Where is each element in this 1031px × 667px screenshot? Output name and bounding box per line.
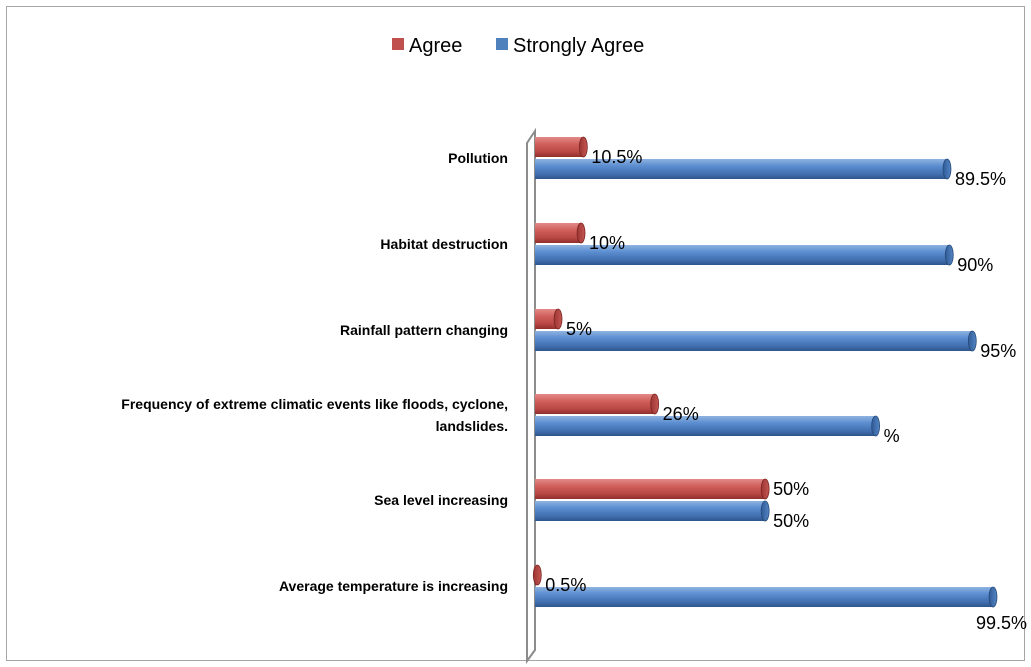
bar-cap-agree [532,564,542,586]
legend-label-agree: Agree [409,35,462,57]
data-label-agree: 5% [566,319,592,339]
bar-cap-agree [650,393,660,415]
data-label-strongly-agree: 89.5% [955,169,1006,189]
bar-strongly-agree [535,245,954,265]
category-labels: Pollution Habitat destruction Rainfall pat… [121,150,508,594]
legend-swatch-strongly-agree [496,38,508,50]
category-label: Rainfall pattern changing [340,322,508,338]
data-label-agree: 50% [773,479,809,499]
bar-strongly-agree [535,587,997,607]
bar-agree [535,394,659,414]
data-label-strongly-agree: 90% [957,255,993,275]
category-label: Pollution [448,150,508,166]
bar-cap-strongly-agree [942,158,952,180]
bar-cap-agree [578,136,588,158]
bar-agree [535,223,586,243]
data-label-strongly-agree: 95% [980,341,1016,361]
data-labels: 10.5% 89.5% 10% 90% 5% 95% 26%% 50% 50% 0.5% 99.5% [545,147,1027,633]
bar-strongly-agree [535,416,880,437]
bar-cap-agree [576,222,586,244]
axis-wall [526,127,536,665]
bar-agree [535,137,588,157]
data-label-strongly-agree: % [884,426,900,446]
bar-cap-strongly-agree [988,586,998,608]
bar-cap-strongly-agree [944,244,954,266]
bar-strongly-agree [535,501,770,521]
bar-agree [535,479,770,499]
data-label-strongly-agree: 99.5% [976,613,1027,633]
category-label: landslides. [436,418,508,434]
data-label-agree: 0.5% [545,575,586,595]
bar-cap-agree [553,308,563,330]
axis-wall-panel [526,127,536,665]
bar-strongly-agree [535,159,951,179]
bar-cap-agree [760,478,770,500]
category-label: Frequency of extreme climatic events lik… [121,396,508,412]
data-label-strongly-agree: 50% [773,511,809,531]
category-label: Habitat destruction [380,236,508,252]
legend: Agree Strongly Agree [392,35,644,57]
legend-swatch-agree [392,38,404,50]
data-label-agree: 10.5% [591,147,642,167]
bars-group [532,136,998,608]
legend-label-strongly-agree: Strongly Agree [513,35,644,57]
bar-cap-strongly-agree [967,330,977,352]
bar-cap-strongly-agree [871,415,881,437]
data-label-agree: 10% [589,233,625,253]
data-label-agree: 26% [663,404,699,424]
category-label: Average temperature is increasing [279,578,508,594]
bar-cap-strongly-agree [760,500,770,522]
category-label: Sea level increasing [374,492,508,508]
bar-strongly-agree [535,331,977,351]
